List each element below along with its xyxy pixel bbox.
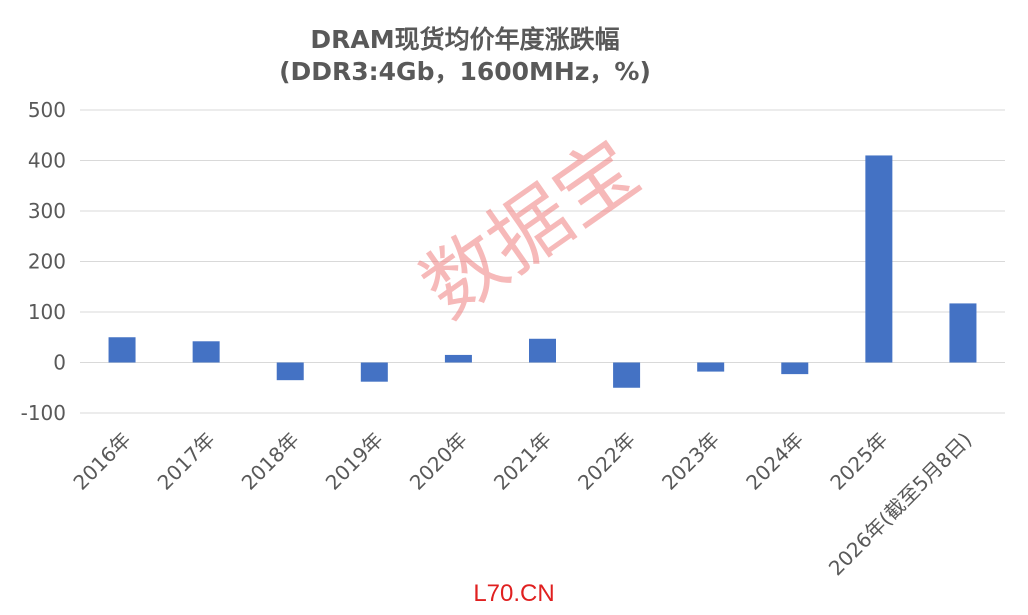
y-tick-label: 200: [28, 250, 66, 274]
x-tick-label: 2023年: [657, 428, 724, 495]
bar: [697, 362, 725, 372]
bar: [360, 362, 388, 382]
chart-title: DRAM现货均价年度涨跌幅: [310, 25, 620, 54]
y-tick-label: 100: [28, 300, 66, 324]
y-tick-label: -100: [21, 401, 66, 425]
y-tick-label: 0: [53, 351, 66, 375]
bar: [529, 338, 556, 363]
x-tick-label: 2026年(截至5月8日): [824, 428, 977, 581]
footer-label: L70.CN: [473, 580, 555, 607]
bar: [192, 341, 220, 363]
y-tick-label: 300: [28, 199, 66, 223]
bar: [949, 303, 977, 363]
bar: [108, 337, 136, 363]
x-tick-label: 2020年: [405, 428, 472, 495]
chart-subtitle: (DDR3:4Gb，1600MHz，%): [279, 57, 651, 86]
bar: [865, 155, 893, 363]
x-tick-label: 2017年: [153, 428, 220, 495]
y-tick-label: 400: [28, 149, 66, 173]
x-tick-label: 2021年: [489, 428, 556, 495]
x-tick-label: 2019年: [321, 428, 388, 495]
y-tick-label: 500: [28, 98, 66, 122]
bar: [444, 354, 472, 363]
bar: [781, 362, 809, 375]
x-tick-label: 2022年: [573, 428, 640, 495]
bar: [276, 362, 304, 381]
x-tick-label: 2025年: [825, 428, 892, 495]
bar: [613, 362, 641, 388]
x-tick-label: 2016年: [68, 428, 135, 495]
x-tick-label: 2018年: [237, 428, 304, 495]
x-tick-label: 2024年: [741, 428, 808, 495]
